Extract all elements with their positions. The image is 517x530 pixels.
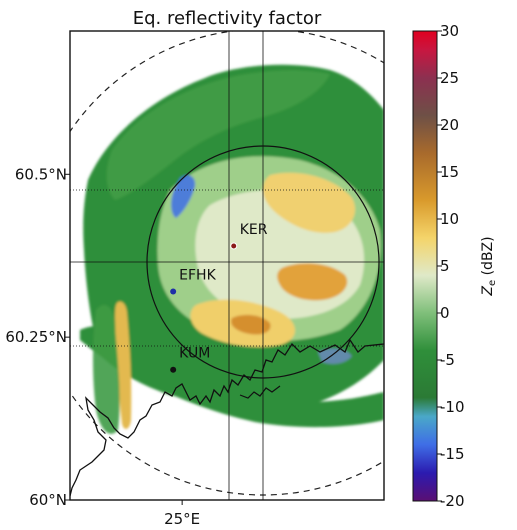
echo-region-southwest-band bbox=[80, 325, 384, 428]
echo-field bbox=[80, 64, 384, 434]
station-label: KER bbox=[240, 222, 268, 238]
colorbar-tick-label: -15 bbox=[440, 445, 465, 463]
y-tick-label: 60°N bbox=[29, 491, 67, 509]
colorbar-tick-label: -5 bbox=[440, 351, 455, 369]
y-tick-label: 60.5°N bbox=[15, 165, 67, 183]
graticule bbox=[70, 31, 384, 500]
colorbar-tick-label: 0 bbox=[440, 304, 450, 322]
colorbar: 30 25 20 15 10 5 0 -5 -10 -15 -20 Ze (dBZ) bbox=[412, 22, 498, 510]
colorbar-tick-label: -10 bbox=[440, 398, 465, 416]
y-axis: 60°N 60.25°N 60.5°N bbox=[5, 165, 70, 509]
stations: KER EFHK KUM bbox=[170, 222, 268, 373]
colorbar-tick-label: 15 bbox=[440, 163, 459, 181]
y-tick-label: 60.25°N bbox=[5, 328, 67, 346]
colorbar-tick-label: 25 bbox=[440, 69, 459, 87]
echo-region-orange-south bbox=[231, 314, 271, 335]
colorbar-tick-label: 10 bbox=[440, 210, 459, 228]
station-label: EFHK bbox=[179, 268, 216, 284]
colorbar-tick-label: 30 bbox=[440, 22, 459, 40]
plot-frame bbox=[69, 30, 385, 501]
coastline-islands bbox=[239, 385, 281, 399]
plot-area: KER EFHK KUM bbox=[69, 30, 385, 501]
echo-region-southwest-green bbox=[93, 304, 120, 434]
echo-region-blue-southeast bbox=[318, 348, 352, 364]
x-tick-label: 25°E bbox=[164, 510, 200, 528]
x-axis: 25°E bbox=[164, 500, 200, 528]
colorbar-tick-label: 20 bbox=[440, 116, 459, 134]
colorbar-ticks: 30 25 20 15 10 5 0 -5 -10 -15 -20 bbox=[437, 22, 465, 510]
echo-region-orange-east bbox=[277, 263, 348, 301]
station-marker bbox=[230, 242, 238, 250]
echo-region-precip-streak bbox=[115, 301, 132, 429]
coastline bbox=[70, 338, 384, 497]
colorbar-tick-label: 5 bbox=[440, 257, 450, 275]
station-label: KUM bbox=[179, 346, 210, 362]
echo-region-yellow-north bbox=[262, 172, 356, 233]
colorbar-tick-label: -20 bbox=[440, 492, 465, 510]
colorbar-gradient bbox=[412, 30, 438, 502]
chart-title: Eq. reflectivity factor bbox=[133, 8, 322, 29]
echo-region-northwest bbox=[106, 70, 331, 201]
station-marker bbox=[170, 288, 177, 295]
echo-region-blue-northwest bbox=[171, 175, 196, 218]
colorbar-label: Ze (dBZ) bbox=[480, 236, 498, 296]
station-marker bbox=[170, 366, 177, 373]
